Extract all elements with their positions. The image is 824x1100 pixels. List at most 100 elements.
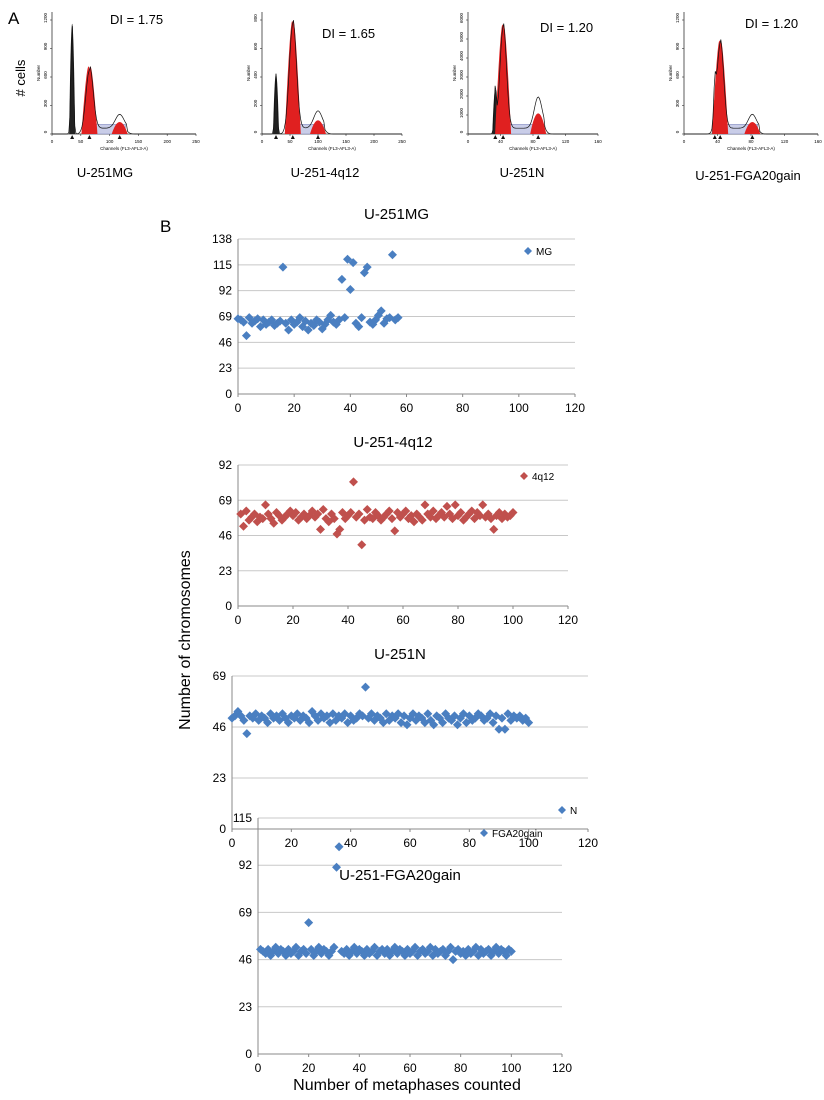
histogram-y-tick-label: 0: [253, 130, 258, 133]
scatter-title: U-251-FGA20gain: [339, 867, 461, 884]
histogram-y-tick-label: 400: [253, 71, 258, 79]
y-tick-label: 23: [219, 361, 233, 375]
histogram-y-axis-title: Number: [452, 65, 457, 82]
data-point: [393, 313, 403, 323]
histogram-y-tick-label: 2000: [459, 88, 464, 99]
histogram-marker-triangle: [117, 135, 122, 139]
x-tick-label: 100: [501, 1061, 521, 1075]
histogram-marker-triangle: [316, 135, 320, 139]
histogram-debris-peak: [273, 73, 279, 134]
histogram-y-tick-label: 200: [253, 99, 258, 107]
scatter-plot-u-251mg: U-251MG 0 23 46 69 92 115 138 0 20 40 60 80 100 120 MG: [212, 206, 585, 415]
histogram-y-tick-label: 600: [675, 71, 680, 79]
data-point: [478, 500, 488, 510]
data-point: [332, 862, 342, 872]
data-point: [239, 521, 248, 531]
data-point: [429, 720, 439, 730]
scatter-plot-u-251n: U-251N 0 23 46 69 0 20 40 60 80 100 120 N: [213, 646, 599, 850]
data-point: [401, 506, 411, 516]
legend-marker: [520, 472, 528, 480]
data-point: [354, 322, 364, 332]
data-point: [242, 729, 252, 739]
histogram-marker-triangle: [501, 135, 506, 139]
histogram-cell-line-label: U-251MG: [77, 165, 133, 180]
data-point: [494, 724, 504, 734]
x-tick-label: 0: [255, 1061, 262, 1075]
histogram-x-tick-label: 100: [314, 139, 322, 144]
data-point: [291, 942, 301, 952]
histogram-y-tick-label: 1000: [459, 107, 464, 118]
y-tick-label: 0: [225, 599, 232, 613]
panel-a-label: A: [8, 9, 20, 28]
x-tick-label: 40: [341, 613, 355, 627]
data-point: [318, 504, 328, 514]
y-tick-label: 69: [219, 310, 233, 324]
data-point: [376, 306, 386, 316]
histogram-marker-triangle: [712, 135, 717, 139]
data-point: [354, 509, 364, 519]
histogram-x-tick-label: 80: [530, 139, 536, 144]
histogram-x-tick-label: 160: [594, 139, 602, 144]
data-point: [313, 509, 323, 519]
histogram-u-251-4q12: 0 200 400 600 800 0 50 100 150 200 250 Channels (FL…: [246, 12, 406, 180]
histogram-g2-peak: [310, 120, 326, 134]
histogram-x-tick-label: 0: [261, 139, 264, 144]
histogram-y-tick-label: 1200: [43, 12, 48, 23]
data-point: [329, 514, 339, 524]
histogram-y-tick-label: 600: [253, 42, 258, 50]
legend-marker: [480, 829, 488, 837]
histogram-u-251n: 0 1000 2000 3000 4000 5000 6000 0 40 80 120 160 Chan…: [452, 12, 602, 180]
y-tick-label: 69: [219, 493, 233, 507]
x-tick-label: 120: [558, 613, 578, 627]
dna-index-label: DI = 1.20: [540, 20, 593, 35]
histogram-x-tick-label: 0: [51, 139, 54, 144]
y-tick-label: 92: [219, 284, 233, 298]
y-tick-label: 23: [239, 1000, 253, 1014]
data-point: [326, 310, 336, 320]
histogram-y-tick-label: 900: [675, 42, 680, 50]
histogram-x-tick-label: 200: [163, 139, 171, 144]
data-point: [361, 682, 370, 692]
histogram-envelope-line: [52, 26, 196, 135]
data-point: [304, 918, 314, 928]
data-point: [387, 250, 397, 260]
data-point: [349, 477, 358, 487]
data-point: [448, 955, 458, 965]
data-point: [390, 526, 400, 536]
x-tick-label: 20: [285, 836, 299, 850]
scatter-title: U-251N: [374, 646, 426, 663]
histogram-envelope-line: [468, 23, 598, 135]
y-tick-label: 46: [219, 529, 233, 543]
y-tick-label: 46: [239, 953, 253, 967]
x-tick-label: 80: [451, 613, 465, 627]
x-tick-label: 40: [344, 836, 358, 850]
x-tick-label: 40: [344, 401, 358, 415]
histogram-marker-triangle: [274, 135, 278, 139]
data-point: [337, 274, 347, 284]
cells-axis-label: # cells: [13, 59, 28, 96]
data-point: [370, 942, 380, 952]
histogram-y-axis-title: Number: [246, 65, 251, 82]
data-point: [438, 718, 448, 728]
data-point: [384, 506, 394, 516]
data-point: [452, 720, 462, 730]
dna-index-label: DI = 1.20: [745, 16, 798, 31]
histogram-x-tick-label: 0: [683, 139, 686, 144]
x-tick-label: 20: [287, 401, 301, 415]
histogram-marker-triangle: [493, 135, 498, 139]
histogram-marker-triangle: [87, 135, 92, 139]
data-point: [304, 718, 314, 728]
histogram-x-axis-title: Channels (FL3-AFL3-A): [308, 146, 356, 151]
legend-label: FGA20gain: [492, 829, 543, 840]
histogram-cell-line-label: U-251-4q12: [291, 165, 360, 180]
data-point: [362, 262, 372, 272]
legend-label: N: [570, 806, 577, 817]
histogram-x-tick-label: 50: [78, 139, 84, 144]
histogram-x-tick-label: 150: [135, 139, 143, 144]
data-point: [362, 504, 372, 514]
data-point: [241, 331, 251, 341]
data-point: [442, 501, 452, 511]
x-tick-label: 60: [403, 836, 417, 850]
